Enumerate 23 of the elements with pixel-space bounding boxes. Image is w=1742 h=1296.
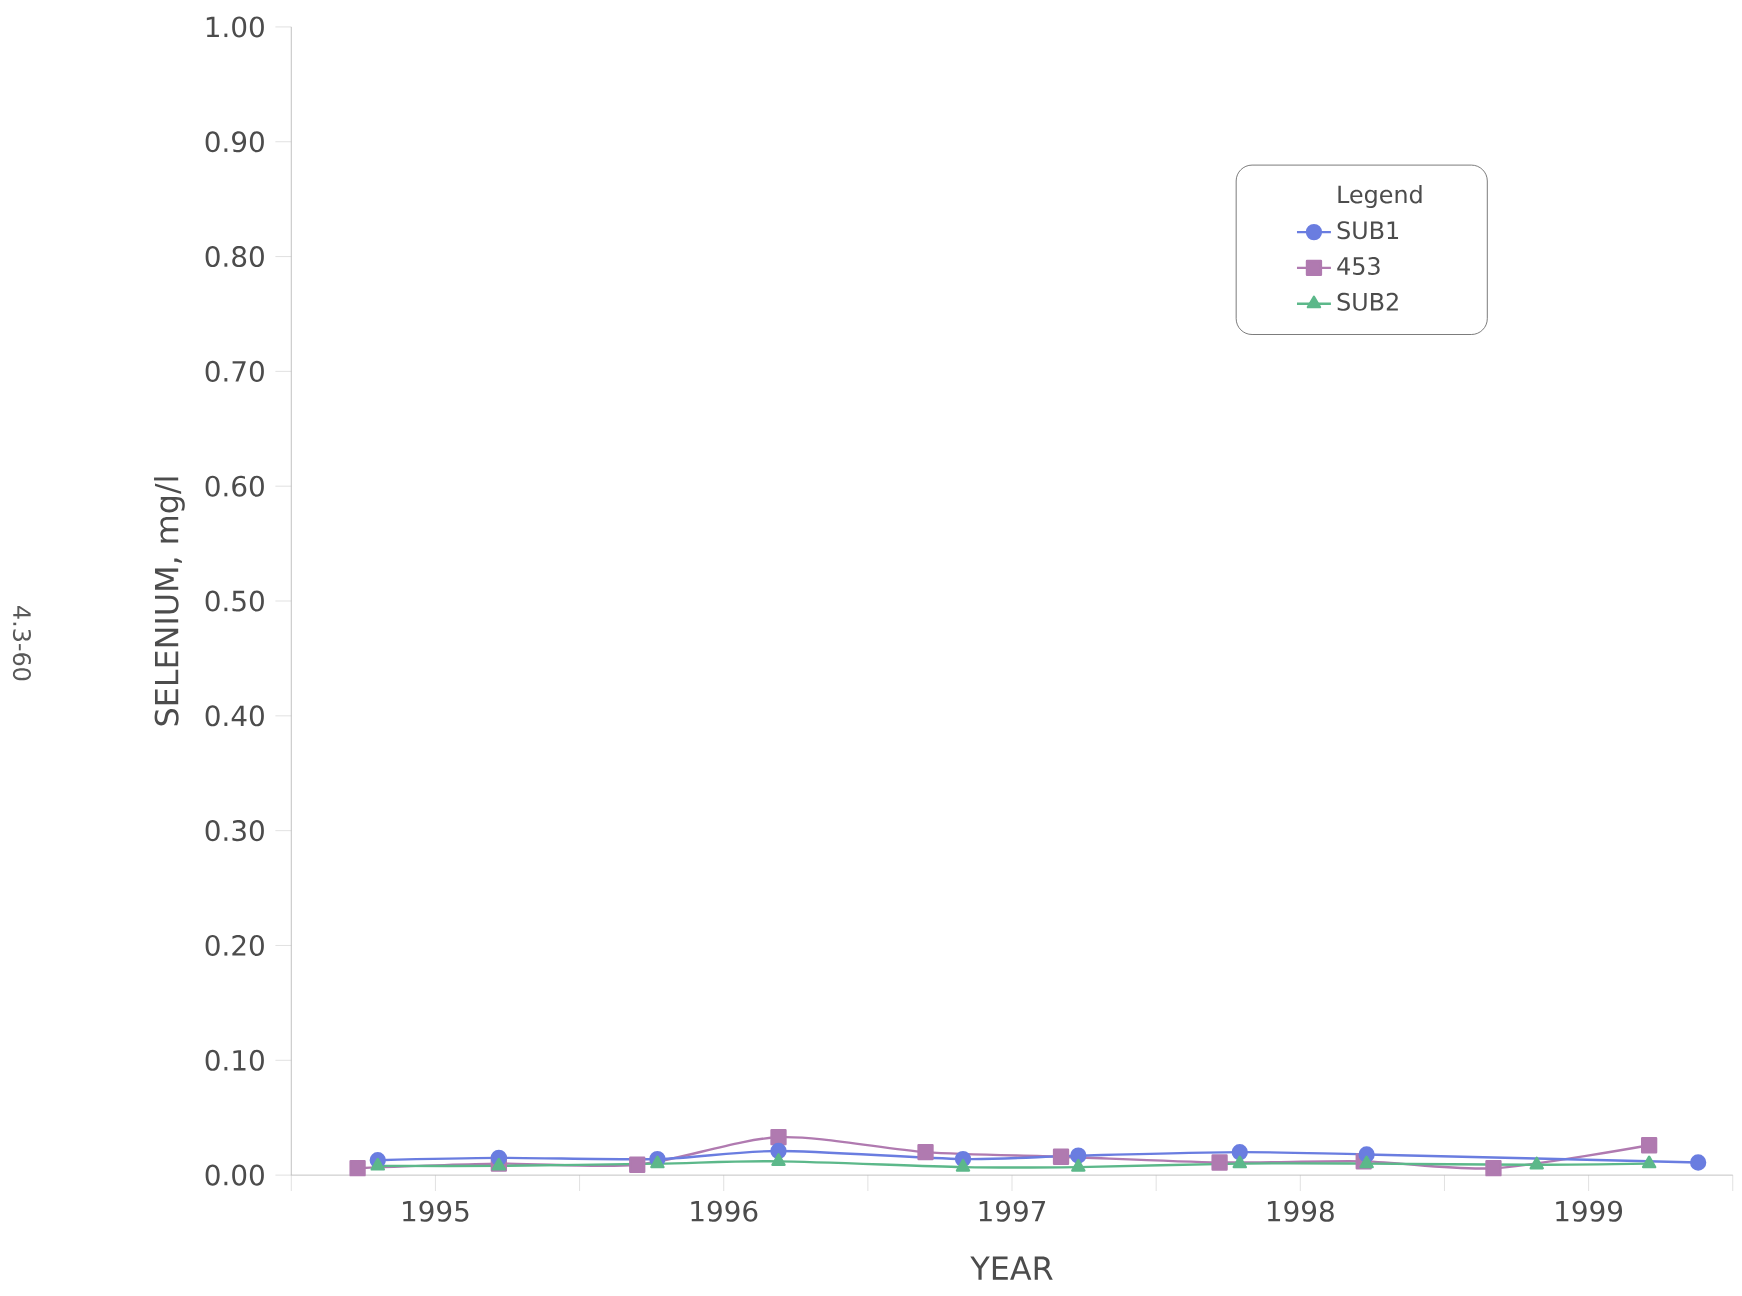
legend-label: SUB1 (1337, 221, 1399, 240)
x-tick-label: 1996 (691, 1200, 758, 1222)
y-tick-label: 0.60 (205, 475, 264, 497)
legend-label: 453 (1337, 257, 1380, 276)
y-tick-label: 0.20 (205, 935, 264, 957)
y-tick-label: 0.70 (205, 360, 264, 382)
x-tick-label: 1995 (403, 1200, 469, 1222)
y-axis-title: SELENIUM, mg/l (154, 477, 185, 726)
y-tick-label: 0.40 (205, 705, 264, 727)
y-tick-label: 0.50 (205, 590, 264, 612)
y-tick-label: 0.30 (205, 820, 264, 842)
text: 4.3-60 (12, 606, 31, 681)
y-tick-label: 0.90 (205, 131, 264, 153)
y-tick-label: 1.00 (206, 16, 264, 38)
x-tick-label: 1997 (979, 1200, 1046, 1222)
y-tick-label: 0.10 (205, 1049, 264, 1071)
legend-title: Legend (1338, 185, 1422, 209)
x-tick-label: 1999 (1556, 1200, 1623, 1222)
x-axis-title: YEAR (970, 1256, 1053, 1280)
legend-label: SUB2 (1337, 292, 1398, 311)
x-tick-label: 1998 (1267, 1200, 1334, 1222)
y-tick-label: 0.00 (205, 1164, 264, 1186)
y-tick-label: 0.80 (205, 246, 264, 268)
